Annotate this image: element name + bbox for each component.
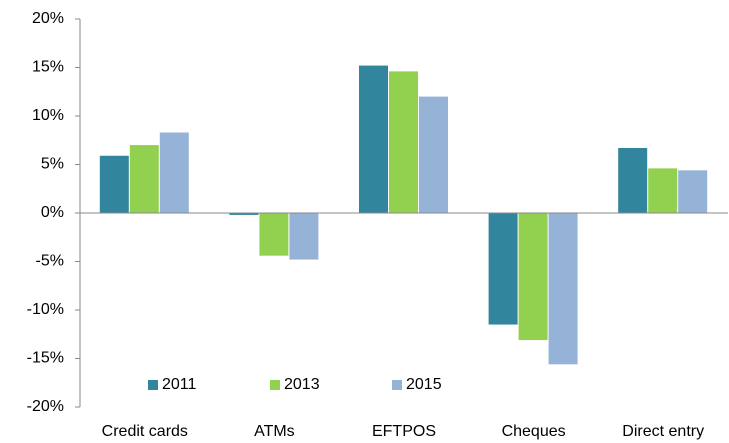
- y-tick-label: -10%: [27, 301, 64, 318]
- legend-swatch: [148, 380, 158, 390]
- y-tick-label: 10%: [32, 107, 64, 124]
- bar: [648, 168, 678, 213]
- legend-swatch: [392, 380, 402, 390]
- legend-label: 2013: [284, 376, 320, 393]
- legend-label: 2015: [406, 376, 442, 393]
- y-tick-label: -5%: [36, 253, 64, 270]
- bar: [99, 155, 129, 213]
- y-tick-label: 20%: [32, 10, 64, 27]
- y-tick-label: -20%: [27, 398, 64, 415]
- x-tick-label: EFTPOS: [372, 423, 436, 440]
- bar: [419, 96, 448, 213]
- bar: [259, 213, 289, 256]
- bar: [618, 148, 648, 213]
- bar: [518, 213, 548, 341]
- bar: [359, 65, 388, 213]
- x-tick-label: Cheques: [502, 423, 566, 440]
- bar: [488, 213, 518, 325]
- bar: [678, 170, 708, 213]
- x-tick-label: ATMs: [254, 423, 295, 440]
- bar: [129, 145, 159, 213]
- x-tick-label: Credit cards: [102, 423, 188, 440]
- legend-swatch: [270, 380, 280, 390]
- bar: [548, 213, 578, 365]
- bar: [289, 213, 319, 260]
- x-tick-label: Direct entry: [622, 423, 704, 440]
- y-tick-label: 0%: [41, 204, 64, 221]
- y-tick-label: -15%: [27, 350, 64, 367]
- y-tick-label: 15%: [32, 59, 64, 76]
- bar: [229, 213, 259, 215]
- bar: [389, 71, 418, 213]
- legend-label: 2011: [162, 376, 197, 393]
- y-tick-label: 5%: [41, 156, 64, 173]
- bar: [159, 132, 189, 213]
